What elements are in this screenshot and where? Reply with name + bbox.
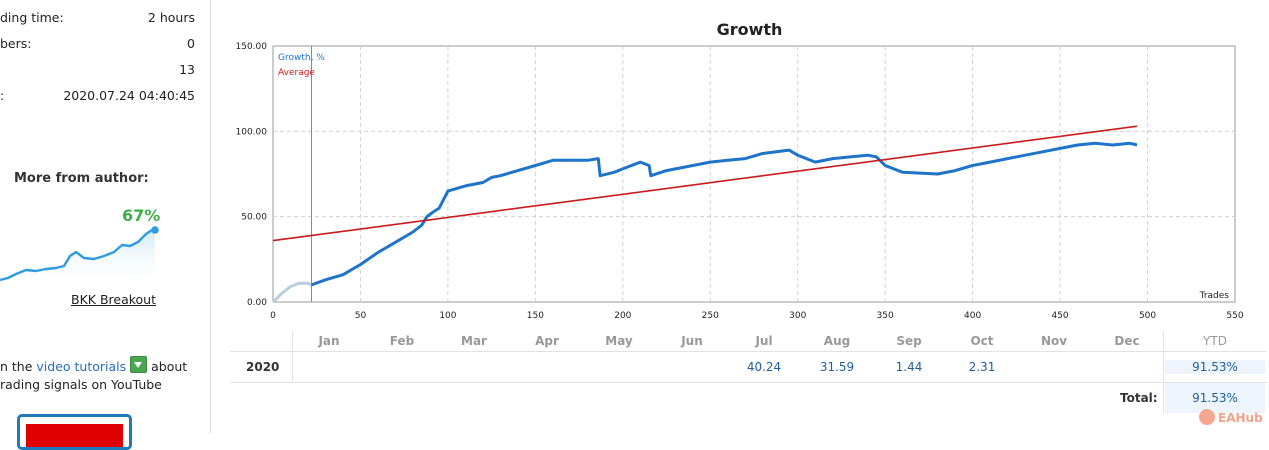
- x-tick-label: 100: [439, 311, 456, 321]
- eahub-watermark: EAHub: [1199, 409, 1263, 427]
- month-header-jun: Jun: [681, 334, 703, 348]
- subscribe-button-fill: [26, 424, 123, 447]
- x-tick-label: 50: [355, 311, 367, 321]
- stat-value: 2020.07.24 04:40:45: [63, 88, 195, 103]
- x-axis-label: Trades: [1199, 291, 1230, 301]
- month-header-jan: Jan: [318, 334, 340, 348]
- tutorials-line2: rading signals on YouTube: [0, 377, 162, 392]
- x-tick-label: 550: [1226, 311, 1243, 321]
- table-divider: [1163, 330, 1164, 413]
- stat-label: ding time:: [0, 10, 64, 25]
- stat-row: bers: 0: [0, 36, 195, 56]
- month-value-aug: 31.59: [819, 360, 855, 374]
- more-from-author-title: More from author:: [14, 171, 149, 186]
- tutorials-prefix: n the: [0, 359, 37, 374]
- ytd-value: 91.53%: [1165, 360, 1265, 374]
- growth-line-pre: [271, 281, 313, 304]
- x-tick-label: 0: [270, 311, 276, 321]
- x-tick-label: 250: [702, 311, 719, 321]
- left-sidebar: ding time: 2 hours bers: 0 13 : 2020.07.…: [0, 0, 211, 450]
- chart-grid: [273, 46, 1235, 302]
- chart-title: Growth: [716, 20, 783, 39]
- month-header-jul: Jul: [755, 334, 773, 348]
- x-tick-label: 350: [877, 311, 894, 321]
- table-divider: [230, 382, 1267, 383]
- stat-value: 2 hours: [147, 10, 195, 25]
- stat-label: bers:: [0, 36, 32, 51]
- month-header-oct: Oct: [970, 334, 994, 348]
- sparkline-area: [0, 230, 155, 284]
- tutorials-suffix: about: [147, 359, 188, 374]
- stat-row: ding time: 2 hours: [0, 10, 195, 30]
- ytd-header: YTD: [1203, 334, 1227, 348]
- growth-chart[interactable]: 0.00 50.00 100.00 150.00 0 50 100 150 200 250 300…: [226, 38, 1262, 324]
- total-value: 91.53%: [1165, 383, 1265, 413]
- y-tick-label: 150.00: [236, 42, 268, 52]
- download-icon[interactable]: [130, 356, 148, 373]
- y-tick-label: 50.00: [241, 213, 267, 223]
- plot-area: [272, 45, 1236, 303]
- monthly-returns-table: Jan Feb Mar Apr May Jun Jul Aug Sep Oct …: [230, 330, 1267, 413]
- growth-line[interactable]: [310, 141, 1138, 287]
- sparkline-end-dot: [151, 226, 159, 234]
- x-axis-ticks: 0 50 100 150 200 250 300 350 400 450 500 550: [270, 311, 1244, 321]
- month-header-dec: Dec: [1114, 334, 1140, 348]
- x-tick-label: 200: [614, 311, 631, 321]
- eahub-logo-icon: [1199, 409, 1215, 425]
- month-value-jul: 40.24: [746, 360, 782, 374]
- table-divider: [292, 330, 293, 382]
- watermark-text: EAHub: [1218, 411, 1263, 425]
- y-axis-ticks: 0.00 50.00 100.00 150.00: [236, 42, 268, 308]
- legend-growth: Growth, %: [278, 53, 325, 63]
- month-value-oct: 2.31: [968, 360, 996, 374]
- legend-average: Average: [278, 68, 315, 78]
- author-growth-percent: 67%: [122, 206, 161, 225]
- subscribe-button[interactable]: [17, 414, 132, 450]
- stat-value: 0: [187, 36, 195, 51]
- month-header-aug: Aug: [823, 334, 851, 348]
- stat-row: : 2020.07.24 04:40:45: [0, 88, 195, 108]
- total-label: Total:: [1120, 391, 1158, 405]
- month-header-nov: Nov: [1040, 334, 1068, 348]
- stat-label: :: [0, 88, 5, 103]
- x-tick-label: 400: [964, 311, 981, 321]
- average-line[interactable]: [272, 125, 1138, 242]
- month-header-mar: Mar: [461, 334, 487, 348]
- sparkline-line: [0, 228, 155, 282]
- table-divider: [230, 351, 1267, 352]
- month-header-apr: Apr: [535, 334, 559, 348]
- x-tick-label: 450: [1051, 311, 1068, 321]
- y-tick-label: 100.00: [236, 127, 268, 137]
- video-tutorials-link[interactable]: video tutorials: [36, 359, 127, 374]
- stat-value: 13: [179, 62, 195, 77]
- video-tutorials-text: n the video tutorials about rading signa…: [0, 356, 200, 394]
- stat-row: 13: [0, 62, 195, 82]
- x-tick-label: 150: [527, 311, 544, 321]
- x-tick-label: 500: [1139, 311, 1156, 321]
- month-value-sep: 1.44: [895, 360, 923, 374]
- month-header-sep: Sep: [896, 334, 922, 348]
- month-header-may: May: [605, 334, 633, 348]
- y-tick-label: 0.00: [247, 298, 267, 308]
- x-tick-label: 300: [789, 311, 806, 321]
- author-sparkline[interactable]: [0, 222, 162, 284]
- month-header-feb: Feb: [389, 334, 415, 348]
- author-signal-link[interactable]: BKK Breakout: [71, 292, 156, 307]
- year-label: 2020: [246, 360, 280, 374]
